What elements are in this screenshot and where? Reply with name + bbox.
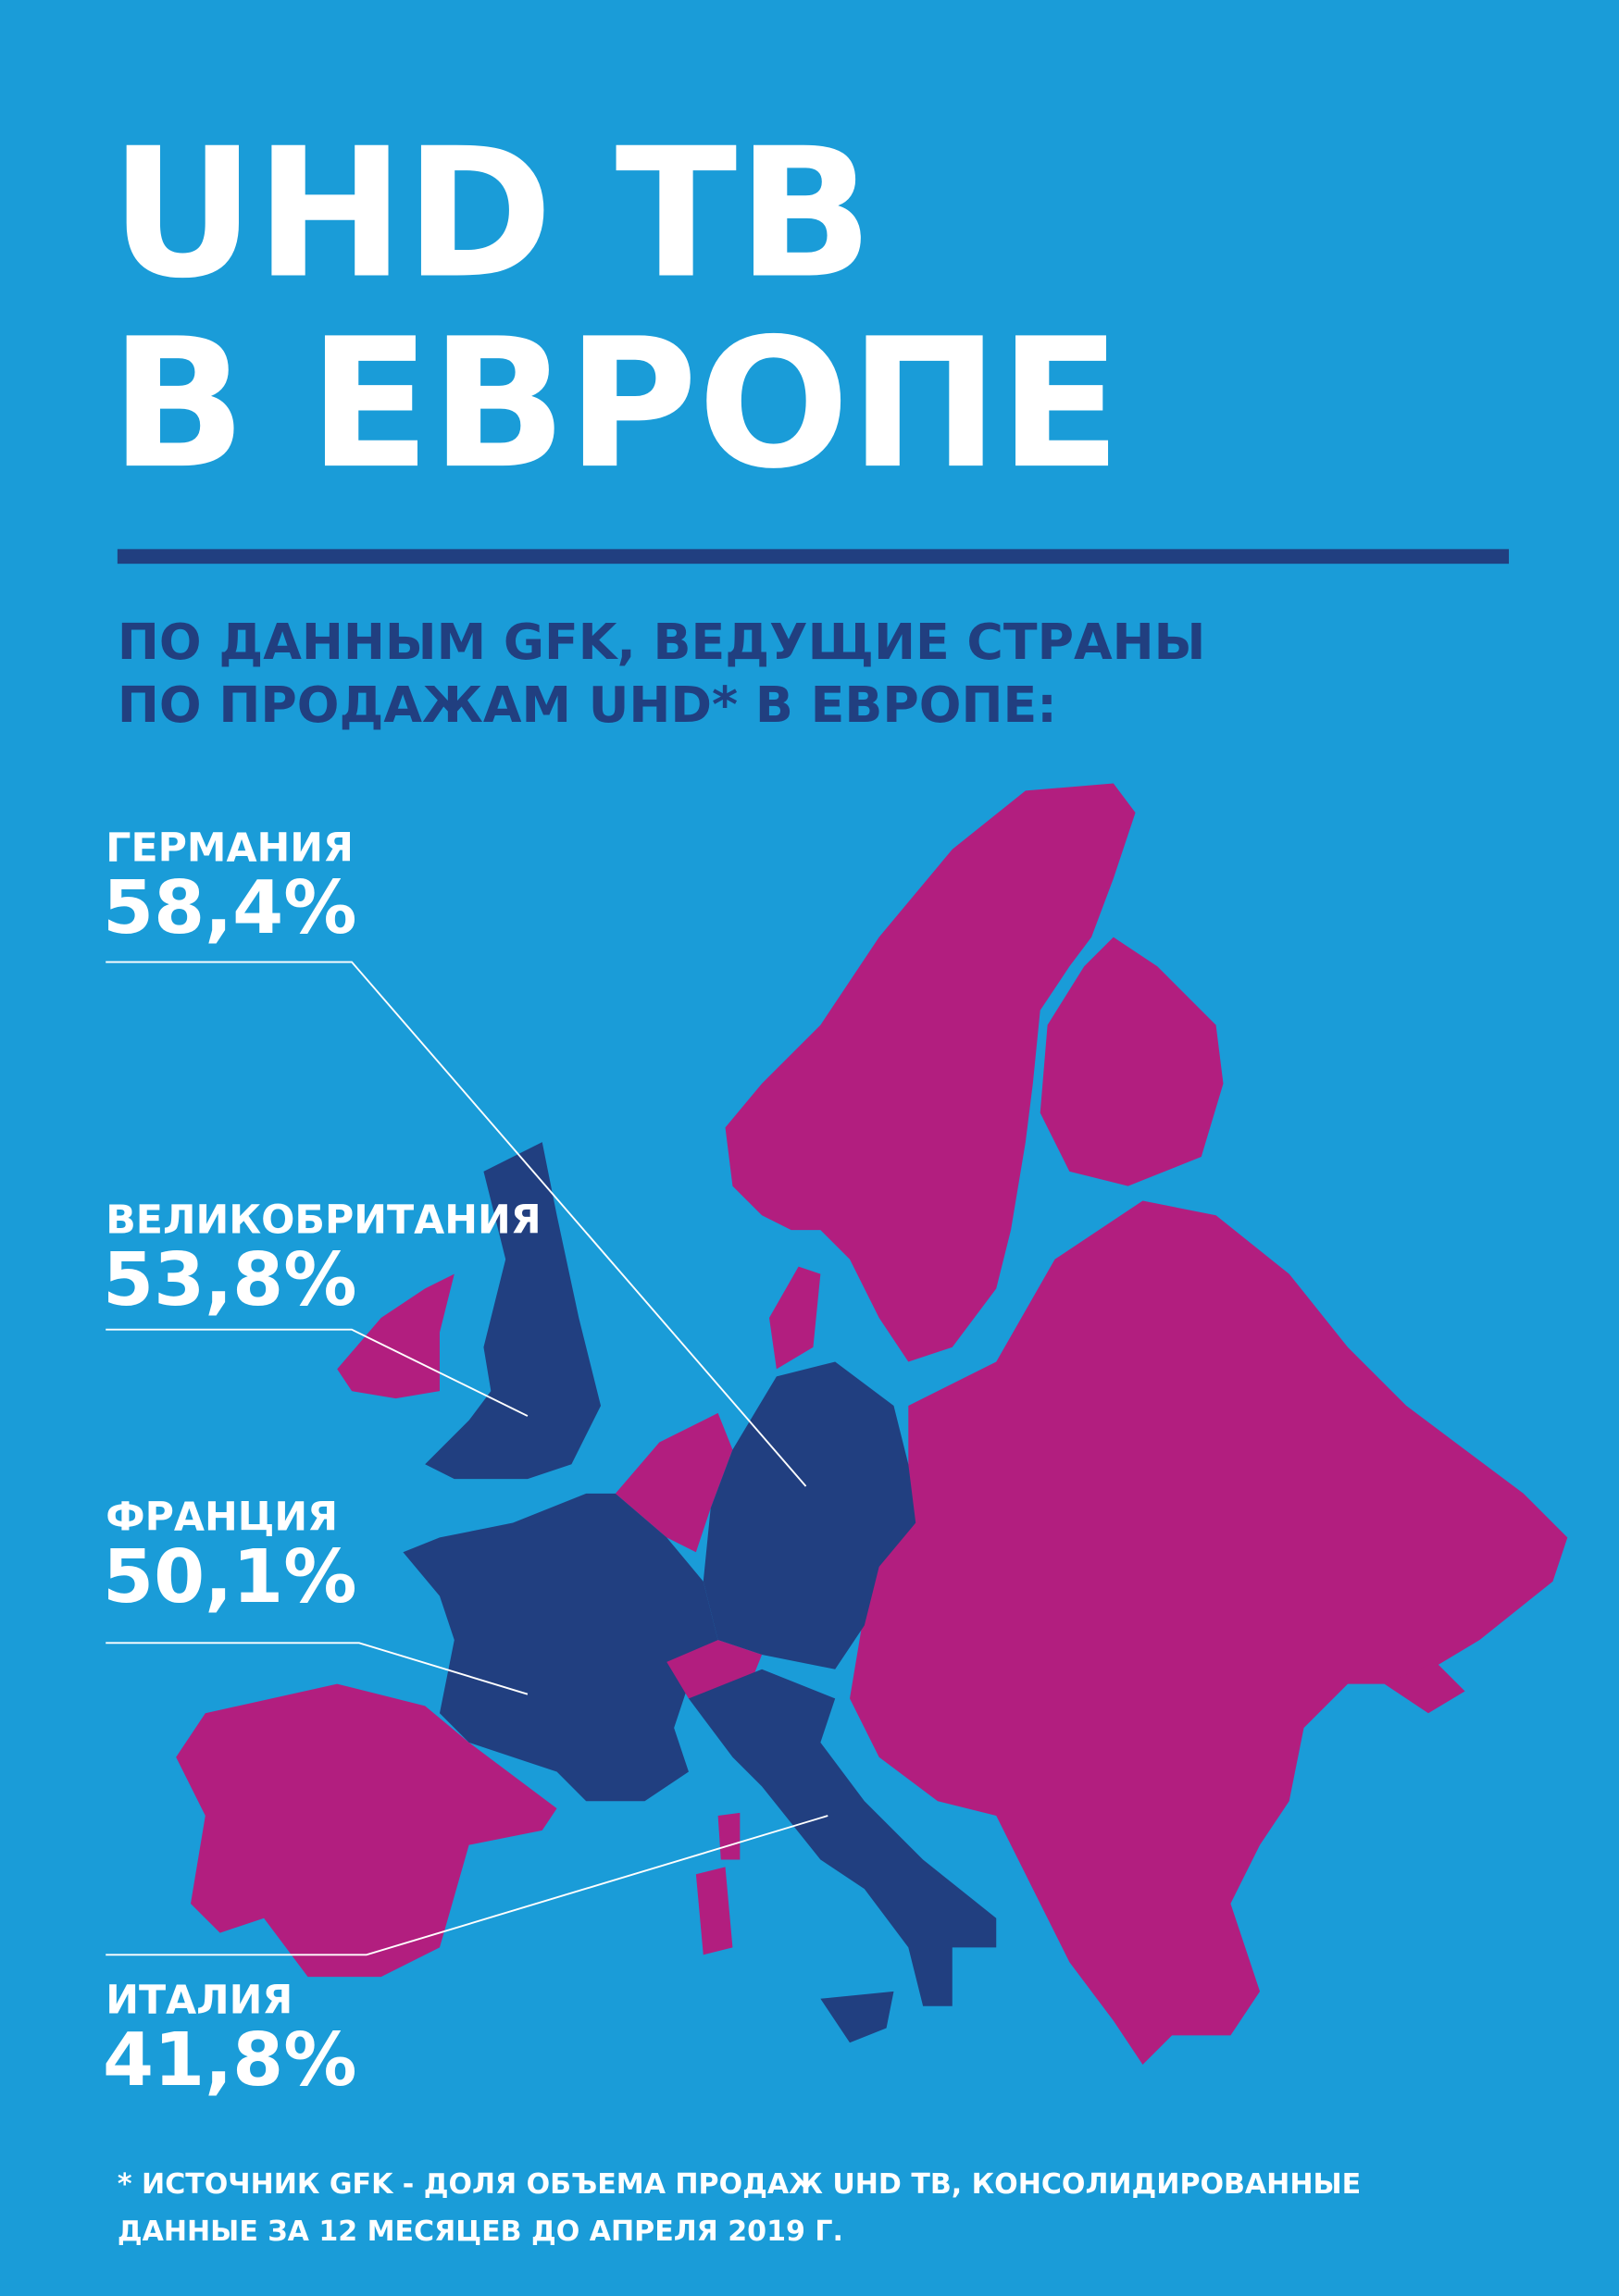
sardinia xyxy=(695,1867,733,1955)
country-share: 50,1% xyxy=(103,1534,356,1620)
title: В ЕВРОПЕ xyxy=(110,300,1121,508)
leader-line xyxy=(106,1642,529,1695)
footnote: ДАННЫЕ ЗА 12 МЕСЯЦЕВ ДО АПРЕЛЯ 2019 Г. xyxy=(118,2215,843,2248)
country-share: 41,8% xyxy=(103,2017,356,2103)
scandinavia xyxy=(725,783,1136,1362)
map xyxy=(176,783,1568,2066)
footnote: * ИСТОЧНИК GFK - ДОЛЯ ОБЪЕМА ПРОДАЖ UHD … xyxy=(118,2168,1361,2201)
finland xyxy=(1040,937,1224,1186)
divider xyxy=(117,549,1510,565)
country-share: 58,4% xyxy=(103,865,356,950)
crimea xyxy=(1384,1661,1465,1714)
leader-line xyxy=(106,1815,828,1956)
leader-line xyxy=(106,1328,529,1417)
country-share: 53,8% xyxy=(103,1237,356,1322)
country-name: ВЕЛИКОБРИТАНИЯ xyxy=(106,1197,541,1243)
country-name: ГЕРМАНИЯ xyxy=(106,825,354,871)
eastern-europe xyxy=(850,1200,1568,2066)
united-kingdom xyxy=(425,1142,602,1480)
corsica xyxy=(717,1812,741,1860)
ireland xyxy=(337,1273,455,1399)
germany xyxy=(703,1361,916,1669)
leader-line xyxy=(106,961,807,1487)
country-name: ФРАНЦИЯ xyxy=(106,1494,338,1540)
country-name: ИТАЛИЯ xyxy=(106,1978,293,2024)
subtitle: ПО ДАННЫМ GFK, ВЕДУЩИЕ СТРАНЫ xyxy=(118,613,1205,671)
denmark xyxy=(768,1266,821,1370)
benelux xyxy=(615,1412,733,1553)
subtitle: ПО ПРОДАЖАМ UHD* В ЕВРОПЕ: xyxy=(118,676,1057,734)
france xyxy=(403,1493,718,1802)
italy xyxy=(688,1669,997,2006)
leader-lines xyxy=(106,961,828,1956)
iberia xyxy=(176,1683,557,1978)
title: UHD ТВ xyxy=(110,109,873,317)
sicily xyxy=(820,1991,894,2043)
